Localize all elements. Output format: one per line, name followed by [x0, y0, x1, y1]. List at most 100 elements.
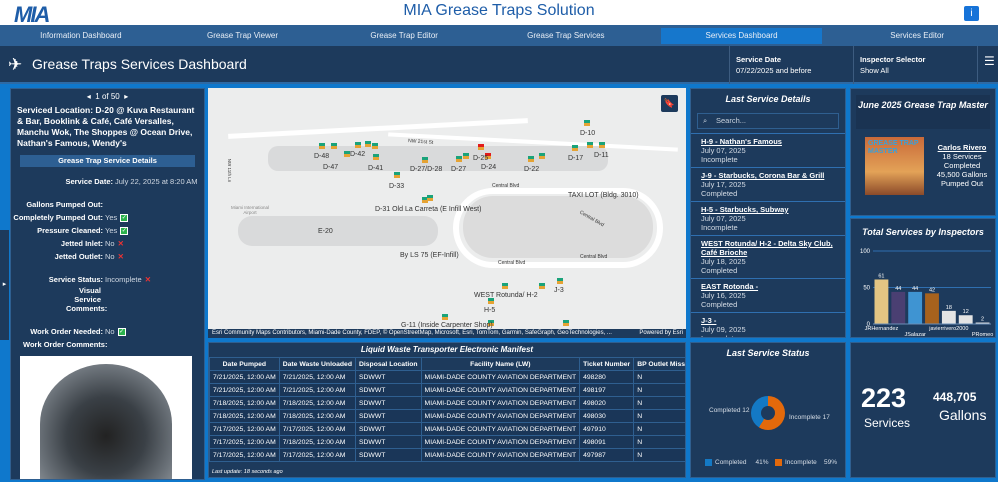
- tab-grease-trap-services[interactable]: Grease Trap Services: [527, 31, 605, 40]
- list-item[interactable]: WEST Rotunda/ H-2 - Delta Sky Club, Café…: [691, 235, 845, 278]
- column-header[interactable]: Facility Name (LW): [420, 357, 581, 371]
- table-cell: SDWWT: [354, 435, 422, 449]
- tab-information-dashboard[interactable]: Information Dashboard: [40, 31, 122, 40]
- trap-marker[interactable]: [572, 145, 578, 151]
- legend-incomplete[interactable]: Incomplete 59%: [775, 459, 837, 466]
- trap-marker[interactable]: [331, 143, 337, 149]
- work-order-comments-label: Work Order Comments:: [23, 340, 108, 349]
- trap-marker[interactable]: [442, 314, 448, 320]
- trap-marker[interactable]: [355, 142, 361, 148]
- map-label: D-10: [580, 130, 596, 137]
- trap-marker[interactable]: [365, 141, 371, 147]
- powered-by[interactable]: Powered by Esri: [639, 330, 683, 336]
- tab-grease-trap-editor[interactable]: Grease Trap Editor: [370, 31, 438, 40]
- table-cell: N: [633, 409, 685, 423]
- trap-marker[interactable]: [456, 156, 462, 162]
- total-services: 223: [861, 383, 907, 413]
- incomplete-callout: Incomplete 17: [789, 414, 830, 421]
- trap-marker[interactable]: [539, 153, 545, 159]
- service-date-filter[interactable]: Service Date 07/22/2025 and before: [729, 46, 850, 84]
- table-row[interactable]: 7/18/2025, 12:00 AM 7/18/2025, 12:00 AM SD…: [209, 409, 685, 423]
- column-header[interactable]: Date Waste Unloaded: [278, 357, 356, 371]
- trap-marker[interactable]: [488, 298, 494, 304]
- grease-trap-photo[interactable]: [20, 356, 192, 479]
- trap-marker[interactable]: [587, 142, 593, 148]
- trap-marker[interactable]: [372, 143, 378, 149]
- table-row[interactable]: 7/17/2025, 12:00 AM 7/17/2025, 12:00 AM SD…: [209, 422, 685, 436]
- table-cell: N: [633, 396, 685, 410]
- trap-marker[interactable]: [557, 278, 563, 284]
- list-item[interactable]: H-5 - Starbucks, Subway July 07, 2025 Inco…: [691, 201, 845, 235]
- legend-completed[interactable]: Completed 41%: [705, 459, 768, 466]
- work-order-label: Work Order Needed:: [30, 327, 103, 336]
- check-icon: ✓: [120, 213, 129, 222]
- dashboard-title-bar: ✈ Grease Traps Services Dashboard Servic…: [0, 46, 998, 84]
- table-cell: 7/18/2025, 12:00 AM: [278, 396, 356, 410]
- tab-services-editor[interactable]: Services Editor: [890, 31, 945, 40]
- serviced-location: Serviced Location: D-20 @ Kuva Restauran…: [17, 105, 195, 148]
- table-row[interactable]: 7/21/2025, 12:00 AM 7/21/2025, 12:00 AM SD…: [209, 383, 685, 397]
- column-header[interactable]: Ticket Number: [579, 357, 635, 371]
- table-row[interactable]: 7/17/2025, 12:00 AM 7/18/2025, 12:00 AM SD…: [209, 435, 685, 449]
- trap-marker[interactable]: [563, 320, 569, 326]
- tab-grease-trap-viewer[interactable]: Grease Trap Viewer: [207, 31, 278, 40]
- master-name[interactable]: Carlos Rivero: [937, 143, 987, 152]
- table-cell: 7/18/2025, 12:00 AM: [278, 435, 356, 449]
- table-cell: SDWWT: [354, 422, 422, 436]
- table-row[interactable]: 7/21/2025, 12:00 AM 7/21/2025, 12:00 AM SD…: [209, 370, 685, 384]
- tab-services-dashboard[interactable]: Services Dashboard: [660, 28, 823, 44]
- next-icon[interactable]: ▸: [124, 92, 129, 101]
- trap-marker-incomplete[interactable]: [478, 144, 484, 150]
- trap-marker[interactable]: [427, 195, 433, 201]
- trap-marker[interactable]: [394, 172, 400, 178]
- trap-marker[interactable]: [319, 143, 325, 149]
- bookmark-icon[interactable]: 🔖: [661, 95, 678, 112]
- inspector-selector[interactable]: Inspector Selector Show All: [853, 46, 976, 84]
- manifest-table-panel: Liquid Waste Transporter Electronic Mani…: [208, 342, 686, 478]
- search-input[interactable]: ⌕ Search...: [697, 113, 839, 129]
- x-tick-label: JSalazar: [904, 332, 926, 338]
- table-row[interactable]: 7/17/2025, 12:00 AM 7/17/2025, 12:00 AM SD…: [209, 448, 685, 462]
- item-date: July 07, 2025: [701, 146, 746, 155]
- status-donut-chart[interactable]: [751, 396, 785, 430]
- street-label: Miami International Airport: [230, 205, 270, 215]
- service-date-value: July 22, 2025 at 8:20 AM: [115, 177, 198, 186]
- trap-marker[interactable]: [422, 197, 428, 203]
- table-cell: 7/17/2025, 12:00 AM: [278, 422, 356, 436]
- table-cell: 7/18/2025, 12:00 AM: [209, 396, 280, 410]
- table-cell: MIAMI-DADE COUNTY AVIATION DEPARTMENT: [420, 422, 581, 436]
- list-item[interactable]: EAST Rotonda - July 16, 2025 Completed: [691, 278, 845, 312]
- list-item[interactable]: H-9 - Nathan's Famous July 07, 2025 Incomp…: [691, 133, 845, 167]
- trap-marker[interactable]: [528, 156, 534, 162]
- concourse-d: [268, 146, 608, 171]
- bar: [891, 291, 906, 324]
- menu-icon[interactable]: ☰: [977, 46, 998, 84]
- trap-marker[interactable]: [488, 320, 494, 326]
- trap-marker[interactable]: [373, 154, 379, 160]
- trap-marker[interactable]: [344, 151, 350, 157]
- column-header[interactable]: Date Pumped: [209, 357, 280, 371]
- trap-marker[interactable]: [502, 283, 508, 289]
- map-label: E-20: [318, 228, 333, 235]
- map-view[interactable]: NW 21st St Central Blvd Central Blvd Cen…: [208, 88, 686, 338]
- column-header[interactable]: Disposal Location: [354, 357, 422, 371]
- trap-marker-incomplete[interactable]: [485, 153, 491, 159]
- table-cell: 498091: [579, 435, 635, 449]
- info-icon[interactable]: i: [964, 6, 979, 21]
- trap-marker[interactable]: [599, 142, 605, 148]
- table-cell: 7/17/2025, 12:00 AM: [209, 422, 280, 436]
- trap-marker[interactable]: [584, 120, 590, 126]
- bar-value-label: 42: [929, 287, 935, 293]
- trap-marker[interactable]: [422, 157, 428, 163]
- column-header[interactable]: BP Outlet Missing: [633, 357, 685, 371]
- table-row[interactable]: 7/18/2025, 12:00 AM 7/18/2025, 12:00 AM SD…: [209, 396, 685, 410]
- trap-marker[interactable]: [463, 153, 469, 159]
- list-item[interactable]: J-9 - Starbucks, Corona Bar & Grill July …: [691, 167, 845, 201]
- grease-trap-master-panel: June 2025 Grease Trap Master GREASE TRAP…: [850, 88, 996, 216]
- trap-marker[interactable]: [539, 283, 545, 289]
- prev-icon[interactable]: ◂: [86, 92, 91, 101]
- y-tick-label: 100: [860, 249, 871, 255]
- sidebar-expand-toggle[interactable]: ▸: [0, 230, 9, 340]
- visual-comments-label: Visual Service Comments:: [66, 286, 108, 313]
